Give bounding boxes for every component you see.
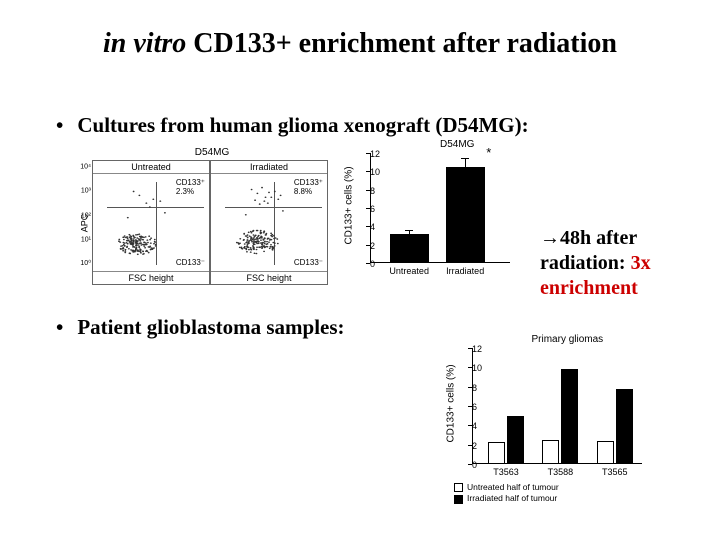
bar-untreated [488, 442, 505, 464]
slide-title: in vitro CD133+ enrichment after radiati… [0, 28, 720, 60]
scatter-body: CD133⁺8.8%CD133⁻ [211, 174, 327, 272]
note-line-3: enrichment [540, 276, 651, 301]
bar [446, 167, 485, 263]
scatter-suptitle: D54MG [92, 147, 332, 158]
bar-untreated [597, 441, 614, 464]
bar-irradiated [561, 369, 578, 464]
scatter-xlabel: FSC height [93, 272, 209, 284]
bar-chart-primary: Primary gliomasCD133+ cells (%)024681012… [436, 334, 662, 510]
enrichment-note: →48h after radiation: 3x enrichment [540, 226, 651, 301]
bar-chart-d54mg: D54MGCD133+ cells (%)024681012UntreatedI… [334, 139, 530, 289]
scatter-xlabel: FSC height [211, 272, 327, 284]
bar2-title: Primary gliomas [532, 334, 604, 345]
bullet-1: Cultures from human glioma xenograft (D5… [56, 113, 529, 138]
bar2-legend: Untreated half of tumourIrradiated half … [454, 482, 559, 505]
title-rest: CD133+ enrichment after radiation [186, 28, 617, 59]
note-line-2: radiation: 3x [540, 251, 651, 276]
bullet-2: Patient glioblastoma samples: [56, 315, 345, 340]
note-line-1: →48h after [540, 226, 651, 251]
scatter-body: APC10⁰10¹10²10³10⁴CD133⁺2.3%CD133⁻ [93, 174, 209, 272]
bar-irradiated [616, 389, 633, 464]
bar1-ylabel: CD133+ cells (%) [344, 166, 355, 244]
bar2-ylabel: CD133+ cells (%) [446, 364, 457, 442]
bar-untreated [542, 440, 559, 464]
bar [390, 234, 429, 263]
scatter-panel: UntreatedAPC10⁰10¹10²10³10⁴CD133⁺2.3%CD1… [92, 160, 210, 285]
scatter-header: Irradiated [211, 161, 327, 174]
title-italic: in vitro [103, 28, 186, 59]
bar-irradiated [507, 416, 524, 464]
scatter-plots: D54MG UntreatedAPC10⁰10¹10²10³10⁴CD133⁺2… [92, 147, 332, 285]
bar1-title: D54MG [440, 139, 474, 150]
scatter-panel: IrradiatedCD133⁺8.8%CD133⁻FSC height [210, 160, 328, 285]
scatter-header: Untreated [93, 161, 209, 174]
